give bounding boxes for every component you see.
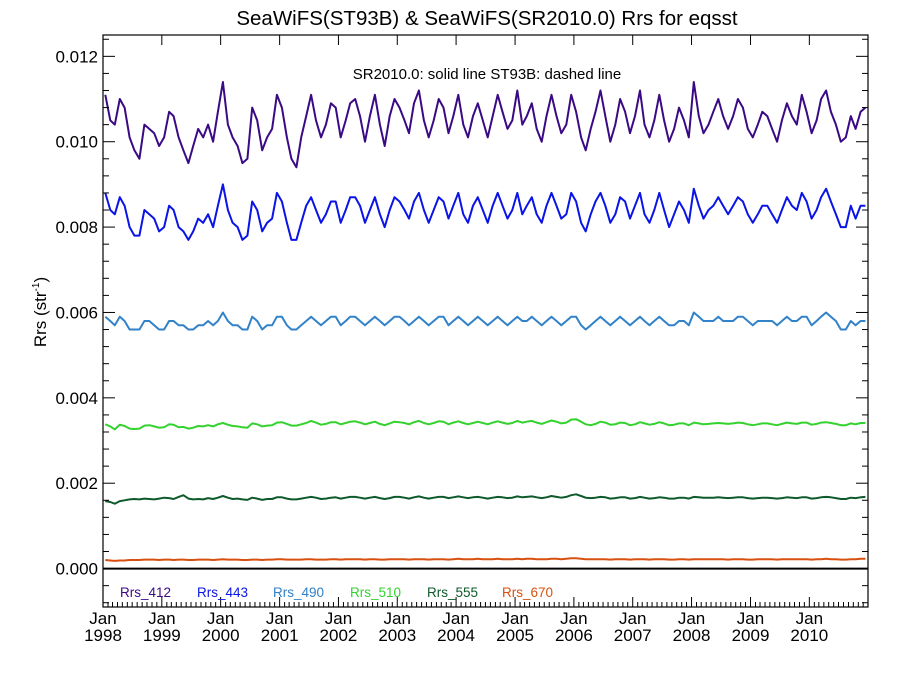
y-tick-label: 0.008 (55, 218, 98, 237)
chart-annotation: SR2010.0: solid line ST93B: dashed line (353, 66, 622, 83)
y-tick-label: 0.002 (55, 474, 98, 493)
x-tick-year-label: 2009 (732, 626, 770, 645)
chart-title: SeaWiFS(ST93B) & SeaWiFS(SR2010.0) Rrs f… (236, 7, 738, 30)
x-tick-year-label: 2005 (496, 626, 534, 645)
legend-entry-rrs-443: Rrs_443 (197, 585, 248, 600)
x-tick-year-label: 2004 (437, 626, 475, 645)
x-tick-month-label: Jan (148, 609, 175, 628)
series-line-rrs-510 (104, 418, 866, 431)
x-tick-month-label: Jan (384, 609, 411, 628)
legend-entry-rrs-412: Rrs_412 (120, 585, 171, 600)
x-tick-year-label: 2003 (378, 626, 416, 645)
series-line-rrs-555 (105, 493, 866, 505)
y-tick-label: 0.000 (55, 560, 98, 579)
x-tick-year-label: 1998 (84, 626, 122, 645)
y-axis-label-superscript: -1 (31, 282, 42, 291)
x-tick-month-label: Jan (796, 609, 823, 628)
y-tick-label: 0.006 (55, 303, 98, 322)
legend-entry-rrs-510: Rrs_510 (350, 585, 401, 600)
x-tick-year-label: 1999 (143, 626, 181, 645)
x-tick-month-label: Jan (619, 609, 646, 628)
x-tick-month-label: Jan (325, 609, 352, 628)
series-line-rrs-490 (104, 311, 866, 331)
legend-entry-rrs-555: Rrs_555 (427, 585, 478, 600)
x-tick-month-label: Jan (89, 609, 116, 628)
y-tick-label: 0.010 (55, 133, 98, 152)
x-tick-month-label: Jan (560, 609, 587, 628)
x-tick-month-label: Jan (207, 609, 234, 628)
x-tick-month-label: Jan (678, 609, 705, 628)
legend-entry-rrs-670: Rrs_670 (502, 585, 553, 600)
plot-area: 0.0000.0020.0040.0060.0080.0100.012Jan19… (55, 34, 869, 645)
y-axis-label-main: Rrs (str (31, 291, 50, 347)
x-tick-month-label: Jan (442, 609, 469, 628)
y-tick-label: 0.012 (55, 47, 98, 66)
series-line-rrs-443 (104, 183, 866, 241)
x-tick-month-label: Jan (266, 609, 293, 628)
x-tick-month-label: Jan (737, 609, 764, 628)
x-tick-year-label: 2008 (673, 626, 711, 645)
x-tick-year-label: 2010 (790, 626, 828, 645)
y-tick-label: 0.004 (55, 389, 98, 408)
series-line-rrs-670 (105, 557, 866, 562)
series-line-rrs-412 (104, 81, 867, 169)
y-axis-label: Rrs (str-1) (31, 277, 50, 347)
legend-entry-rrs-490: Rrs_490 (273, 585, 324, 600)
x-tick-month-label: Jan (501, 609, 528, 628)
x-tick-year-label: 2000 (202, 626, 240, 645)
y-axis-label-close: ) (31, 277, 50, 283)
x-tick-year-label: 2007 (614, 626, 652, 645)
x-tick-year-label: 2006 (555, 626, 593, 645)
x-tick-year-label: 2001 (261, 626, 299, 645)
x-tick-year-label: 2002 (320, 626, 358, 645)
